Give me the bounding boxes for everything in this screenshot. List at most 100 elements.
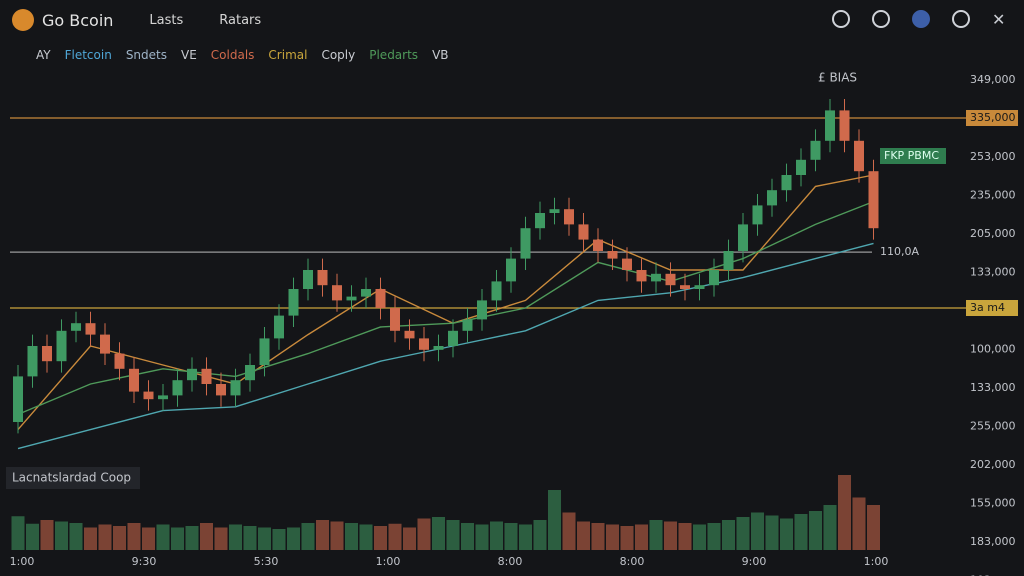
candle-body — [491, 281, 502, 301]
time-label: 1:00 — [376, 555, 401, 568]
candle-body — [288, 289, 299, 316]
candle-body — [158, 395, 168, 400]
volume-bar — [127, 523, 141, 550]
title-bar: Go Bcoin Lasts Ratars ✕ — [0, 0, 1024, 40]
candle-body — [622, 258, 632, 270]
menu-item[interactable]: Ratars — [219, 12, 262, 28]
menu-item[interactable]: Lasts — [149, 12, 184, 28]
volume-bar — [707, 523, 721, 550]
volume-bar — [548, 490, 561, 550]
candle-body — [71, 323, 81, 331]
volume-bar — [156, 524, 170, 550]
price-label: 155,000 — [970, 497, 1016, 510]
volume-bar — [823, 505, 837, 550]
volume-bar — [867, 505, 880, 550]
volume-bar — [374, 526, 387, 550]
price-label: 183,000 — [970, 535, 1016, 548]
volume-bar — [809, 511, 822, 550]
volume-label: Lacnatslardad Coop — [12, 471, 131, 485]
candle-body — [781, 175, 792, 191]
volume-bar — [432, 517, 445, 550]
level-tag — [966, 110, 1018, 126]
candle-body — [201, 368, 212, 384]
volume-bar — [40, 520, 54, 550]
volume-bar — [287, 527, 300, 550]
candle-body — [114, 353, 125, 369]
icon[interactable] — [832, 10, 850, 28]
candle-body — [738, 224, 748, 251]
volume-bar — [533, 520, 547, 550]
candle-body — [390, 308, 400, 331]
volume-bar — [98, 524, 112, 550]
candle-body — [317, 270, 328, 286]
candle-body — [825, 110, 835, 141]
candle-body — [259, 338, 270, 365]
candle-body — [419, 338, 429, 350]
price-label: 202,000 — [970, 458, 1016, 471]
time-label: 9:00 — [742, 555, 767, 568]
candle-body — [564, 209, 574, 225]
volume-bar — [606, 524, 619, 550]
time-label: 8:00 — [498, 555, 523, 568]
window-icons: ✕ — [832, 10, 1010, 29]
candle-body — [100, 334, 110, 354]
icon[interactable] — [872, 10, 890, 28]
candle-body — [593, 239, 603, 251]
candle-body — [433, 346, 444, 350]
volume-bar — [765, 515, 779, 550]
price-label: 133,000 — [970, 266, 1016, 279]
volume-bar — [229, 524, 242, 550]
volume-bar — [185, 526, 199, 550]
volume-bar — [301, 523, 315, 550]
candle-body — [187, 368, 197, 381]
volume-bar — [214, 527, 228, 550]
candle-body — [607, 251, 618, 259]
toolbar-item[interactable]: Fletcoin — [64, 48, 112, 62]
level-label: 3a m4 — [970, 301, 1005, 314]
candle-body — [216, 384, 226, 396]
candle-body — [172, 380, 183, 396]
toolbar-item[interactable]: VB — [432, 48, 449, 62]
volume-bar — [620, 526, 634, 550]
price-label: 253,000 — [970, 150, 1016, 163]
toolbar-item[interactable]: Pledarts — [369, 48, 419, 62]
toolbar-item[interactable]: VE — [181, 48, 197, 62]
icon[interactable] — [912, 10, 930, 28]
volume-bar — [838, 475, 851, 550]
volume-bar — [736, 517, 750, 550]
candle-body — [448, 330, 458, 346]
toolbar-item[interactable]: Coldals — [210, 48, 255, 62]
volume-bar — [258, 527, 271, 550]
candle-body — [361, 289, 371, 297]
app-name: Go Bcoin — [42, 10, 114, 30]
level-tag — [966, 300, 1018, 316]
candle-body — [462, 319, 473, 331]
time-label: 8:00 — [620, 555, 645, 568]
candle-body — [578, 224, 589, 240]
toolbar-item[interactable]: AY — [36, 48, 51, 62]
candle-body — [332, 285, 342, 301]
volume-bar — [316, 520, 329, 550]
candle-body — [868, 171, 879, 229]
volume-bar — [417, 518, 431, 550]
candle-body — [27, 346, 38, 377]
candle-body — [839, 110, 850, 141]
toolbar-item[interactable]: Coply — [321, 48, 356, 62]
close-icon[interactable]: ✕ — [992, 10, 1006, 29]
candle-body — [796, 159, 806, 175]
candle-body — [520, 228, 531, 259]
toolbar-item[interactable]: Crimal — [268, 48, 308, 62]
candle-body — [303, 270, 313, 289]
volume-bar — [490, 521, 503, 550]
volume-bar — [330, 521, 344, 550]
icon[interactable] — [952, 10, 970, 28]
candle-body — [404, 330, 415, 339]
candle-body — [85, 323, 96, 335]
candle-body — [506, 258, 516, 282]
candle-body — [854, 140, 864, 172]
toolbar-item[interactable]: Sndets — [125, 48, 167, 62]
volume-bar — [272, 529, 286, 550]
price-tag-label: FKP PBMC — [884, 149, 939, 162]
volume-bar — [461, 523, 474, 550]
